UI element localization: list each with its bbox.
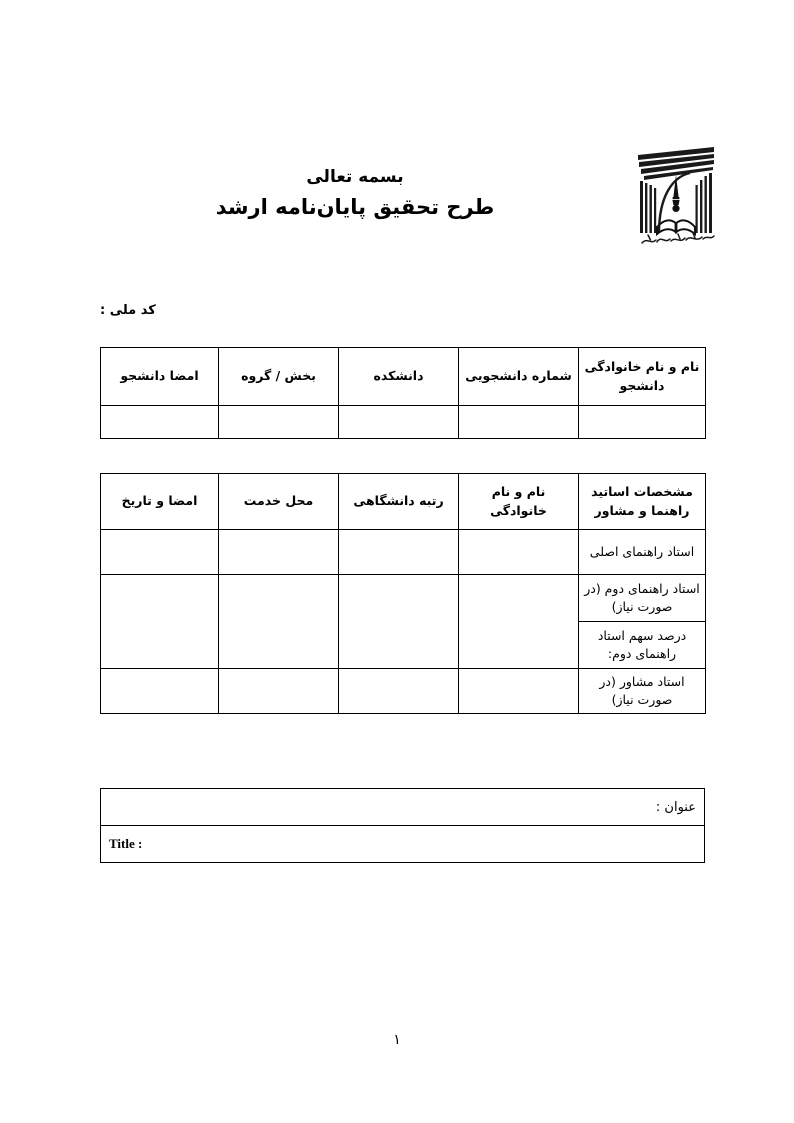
field-main-supervisor-workplace[interactable] (218, 529, 339, 575)
table-row-second-supervisor-share: درصد سهم استاد راهنمای دوم: (101, 621, 706, 669)
header-workplace: محل خدمت (218, 473, 339, 530)
thesis-title-box: عنوان : Title : (100, 788, 705, 863)
field-consulting-advisor-signature[interactable] (100, 668, 219, 714)
field-main-supervisor-signature[interactable] (100, 529, 219, 575)
header-advisor-name: نام و نام خانوادگی (458, 473, 579, 530)
table-row (100, 405, 706, 439)
header-department: بخش / گروه (218, 347, 339, 406)
header-student-signature: امضا دانشجو (100, 347, 219, 406)
table-row-second-supervisor: استاد راهنمای دوم (در صورت نیاز) (100, 574, 706, 669)
field-consulting-advisor-rank[interactable] (338, 668, 459, 714)
label-second-supervisor: استاد راهنمای دوم (در صورت نیاز) (578, 574, 706, 622)
header-student-name: نام و نام خانوادگی دانشجو (578, 347, 706, 406)
page-number: ۱ (393, 1032, 401, 1048)
table-header-row: مشخصات اساتید راهنما و مشاور نام و نام خ… (100, 473, 706, 530)
field-title-fa[interactable]: عنوان : (100, 788, 705, 826)
national-code-label: کد ملی : (100, 303, 156, 318)
student-info-table: نام و نام خانوادگی دانشجو شماره دانشجویی… (100, 347, 706, 439)
label-second-supervisor-share: درصد سهم استاد راهنمای دوم: (578, 621, 706, 669)
table-row-consulting-advisor: استاد مشاور (در صورت نیاز) (100, 668, 706, 714)
university-logo-icon (626, 135, 726, 250)
advisors-info-table: مشخصات اساتید راهنما و مشاور نام و نام خ… (100, 473, 706, 714)
table-row-main-supervisor: استاد راهنمای اصلی (100, 529, 706, 575)
document-header: بسمه تعالی طرح تحقیق پایان‌نامه ارشد (0, 135, 794, 255)
field-faculty[interactable] (338, 405, 459, 439)
field-title-en[interactable]: Title : (100, 825, 705, 863)
field-consulting-advisor-workplace[interactable] (218, 668, 339, 714)
field-student-name[interactable] (578, 405, 706, 439)
table-header-row: نام و نام خانوادگی دانشجو شماره دانشجویی… (100, 347, 706, 406)
title-row-en: Title : (100, 825, 705, 863)
label-consulting-advisor: استاد مشاور (در صورت نیاز) (578, 668, 706, 714)
field-department[interactable] (218, 405, 339, 439)
title-row-fa: عنوان : (100, 788, 705, 826)
header-title-stack: بسمه تعالی طرح تحقیق پایان‌نامه ارشد (120, 165, 590, 223)
page-title: طرح تحقیق پایان‌نامه ارشد (215, 194, 495, 219)
field-second-supervisor-rank[interactable] (338, 574, 459, 669)
field-second-supervisor-workplace[interactable] (218, 574, 339, 669)
field-student-number[interactable] (458, 405, 579, 439)
field-second-supervisor-name[interactable] (458, 574, 579, 669)
label-main-supervisor: استاد راهنمای اصلی (578, 529, 706, 575)
header-academic-rank: رتبه دانشگاهی (338, 473, 459, 530)
national-code-row: کد ملی : (100, 303, 705, 318)
header-faculty: دانشکده (338, 347, 459, 406)
header-student-number: شماره دانشجویی (458, 347, 579, 406)
field-student-signature[interactable] (100, 405, 219, 439)
invocation-text: بسمه تعالی (306, 167, 404, 187)
field-consulting-advisor-name[interactable] (458, 668, 579, 714)
field-second-supervisor-signature[interactable] (100, 574, 219, 669)
field-main-supervisor-rank[interactable] (338, 529, 459, 575)
field-main-supervisor-name[interactable] (458, 529, 579, 575)
header-advisor-role: مشخصات اساتید راهنما و مشاور (578, 473, 706, 530)
header-signature-date: امضا و تاریخ (100, 473, 219, 530)
